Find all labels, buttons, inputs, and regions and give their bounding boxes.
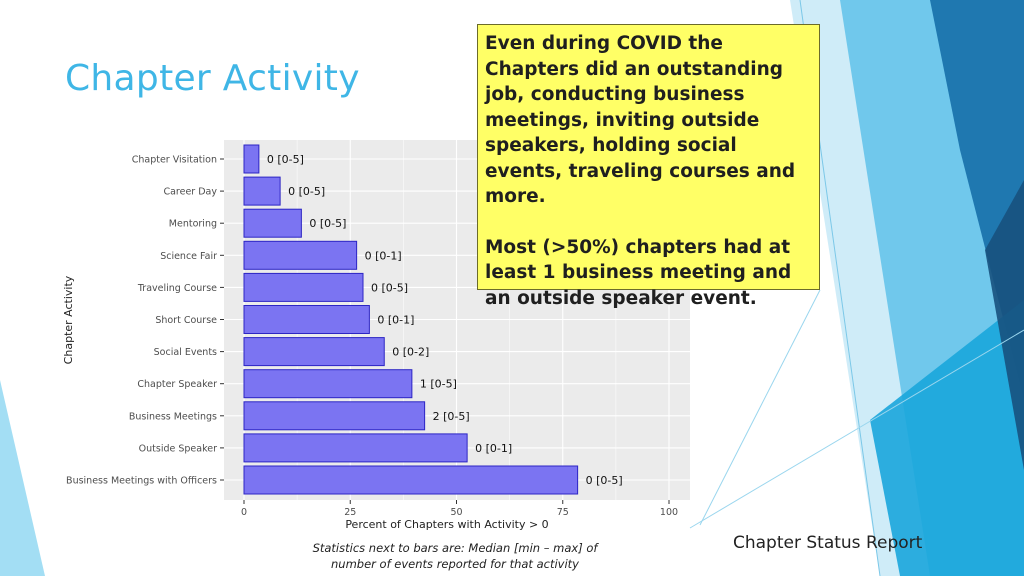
y-tick-label: Science Fair [160,251,217,262]
callout-paragraph-1: Even during COVID the Chapters did an ou… [485,33,796,207]
y-tick-label: Short Course [155,315,217,326]
bar [243,433,468,463]
bar-value-label: 0 [0-1] [365,249,402,262]
x-tick-label: 100 [660,507,678,518]
x-axis-ticks: 0 25 50 75 100 [241,500,678,518]
y-tick-label: Career Day [163,187,217,198]
x-tick-label: 0 [241,507,247,518]
bar-value-label: 0 [0-5] [371,281,408,294]
bar-value-label: 0 [0-5] [586,474,623,487]
bar-labels: 0 [0-5] 0 [0-5] 0 [0-5] 0 [0-1] 0 [0-5] 0 [0-… [267,153,623,487]
chart-footnote: Statistics next to bars are: Median [min… [312,541,598,571]
callout-box: Even during COVID the Chapters did an ou… [477,24,820,309]
bar [243,305,370,334]
y-tick-label: Chapter Visitation [132,155,217,166]
y-tick-label: Social Events [154,347,217,358]
bar-value-label: 0 [0-5] [288,185,325,198]
callout-paragraph-2: Most (>50%) chapters had at least 1 busi… [485,236,792,309]
bar-value-label: 1 [0-5] [420,378,457,391]
y-axis-ticks: Chapter Visitation Career Day Mentoring Sci… [66,155,224,487]
bar [243,144,260,174]
y-tick-label: Business Meetings with Officers [66,476,217,487]
y-tick-label: Outside Speaker [139,443,217,454]
bars [243,144,579,495]
y-tick-label: Business Meetings [129,411,217,422]
bar-value-label: 0 [0-2] [392,346,429,359]
bar [243,369,413,399]
deco-right-navy [985,180,1024,470]
bar [243,401,426,431]
bar [243,272,364,302]
x-axis-title: Percent of Chapters with Activity > 0 [345,518,548,531]
bar [243,208,302,238]
deco-right-bright [870,300,1024,576]
bar-value-label: 0 [0-1] [377,314,414,327]
bar-value-label: 0 [0-1] [475,442,512,455]
y-tick-label: Traveling Course [137,283,217,294]
bar [243,176,281,206]
deco-left-stripe [0,380,45,576]
x-tick-label: 75 [557,507,569,518]
slide-title: Chapter Activity [65,58,360,99]
bar-value-label: 2 [0-5] [433,410,470,423]
y-axis-title: Chapter Activity [62,275,75,364]
deco-thin-line [689,329,1024,529]
x-tick-label: 25 [344,507,356,518]
bar [243,240,358,270]
footer-title: Chapter Status Report [733,533,923,553]
y-tick-label: Mentoring [169,219,217,230]
bar [243,465,579,495]
bar-value-label: 0 [0-5] [267,153,304,166]
bar [243,337,385,367]
bar-value-label: 0 [0-5] [309,217,346,230]
x-tick-label: 50 [450,507,462,518]
y-tick-label: Chapter Speaker [137,379,217,390]
deco-thin-line [699,289,821,526]
